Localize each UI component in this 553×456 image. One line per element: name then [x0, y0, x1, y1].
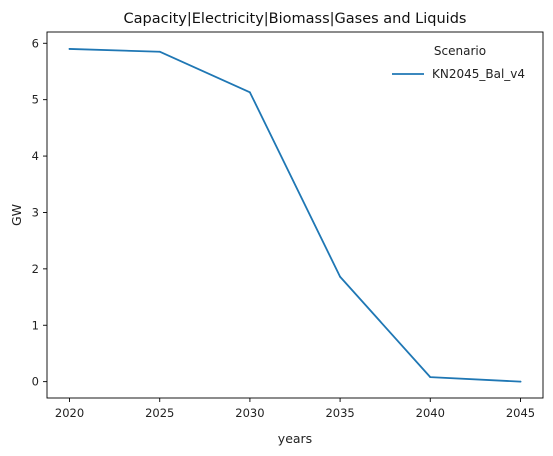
y-tick-label: 5 — [32, 93, 39, 107]
y-tick-label: 4 — [32, 149, 39, 163]
y-tick-label: 0 — [32, 375, 39, 389]
legend-entry-label: KN2045_Bal_v4 — [432, 67, 525, 81]
data-point — [158, 50, 161, 53]
legend-title: Scenario — [434, 44, 486, 58]
series-line — [68, 48, 522, 383]
x-axis: 2020 2025 2030 2035 2040 2045 — [55, 398, 535, 420]
plot-area-frame — [46, 31, 544, 399]
x-tick-label: 2020 — [55, 406, 84, 420]
x-tick-label: 2035 — [325, 406, 354, 420]
series-layer — [68, 48, 522, 383]
data-point — [339, 275, 341, 278]
data-point — [429, 376, 432, 379]
x-tick-label: 2040 — [416, 406, 445, 420]
chart-title: Capacity|Electricity|Biomass|Gases and L… — [124, 11, 467, 27]
data-point — [68, 48, 71, 50]
data-point — [519, 380, 522, 383]
y-tick-label: 3 — [32, 205, 39, 219]
y-tick-label: 6 — [32, 36, 39, 50]
y-tick-label: 2 — [32, 262, 39, 276]
x-axis-label: years — [278, 431, 312, 446]
legend: Scenario KN2045_Bal_v4 — [392, 44, 525, 81]
x-tick-label: 2025 — [145, 406, 174, 420]
y-axis-label: GW — [9, 204, 24, 226]
y-tick-label: 1 — [32, 318, 39, 332]
x-tick-label: 2030 — [235, 406, 264, 420]
y-axis: 0 1 2 3 4 5 6 — [32, 36, 47, 389]
x-tick-label: 2045 — [506, 406, 535, 420]
data-point — [249, 91, 251, 94]
